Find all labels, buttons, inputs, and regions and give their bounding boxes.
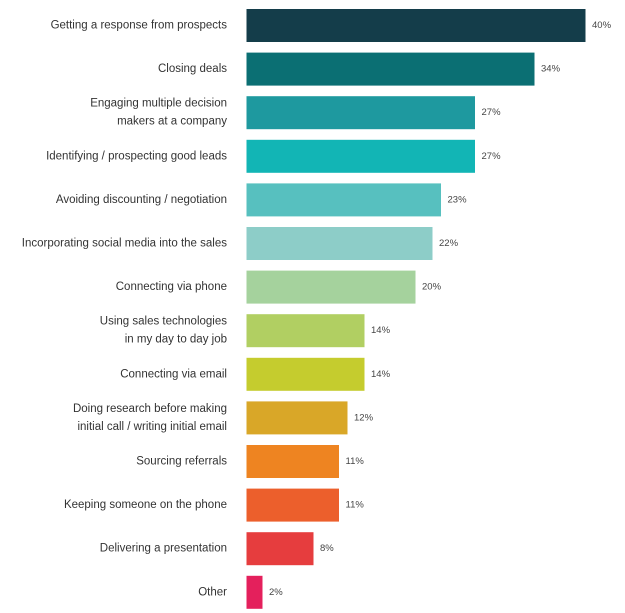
value-label-13: 2%: [269, 587, 283, 598]
category-label-line: Doing research before making: [73, 403, 227, 415]
bar-6: [245, 269, 417, 305]
value-labels-group: 40% 34% 27% 27% 23% 22% 20% 14% 14% 12% 11% 11% 8% 2%: [269, 20, 612, 598]
bar-13: [245, 574, 264, 610]
category-label-13: Other: [198, 586, 227, 598]
bar-5: [245, 226, 434, 261]
category-label-line: Sourcing referrals: [136, 456, 227, 468]
category-label-line: makers at a company: [117, 116, 227, 128]
category-label-line: Delivering a presentation: [100, 543, 227, 555]
value-label-0: 40%: [592, 20, 612, 31]
category-label-12: Delivering a presentation: [100, 543, 227, 555]
category-label-6: Connecting via phone: [116, 281, 227, 293]
category-label-line: Other: [198, 586, 227, 598]
category-label-line: Incorporating social media into the sale…: [22, 238, 227, 250]
category-label-line: Connecting via phone: [116, 281, 227, 293]
category-label-line: Connecting via email: [120, 368, 227, 380]
bar-12: [245, 531, 315, 567]
value-label-7: 14%: [371, 325, 391, 336]
category-label-0: Getting a response from prospects: [51, 20, 228, 32]
bar-0: [245, 8, 587, 43]
category-label-line: Using sales technologies: [100, 316, 227, 328]
category-label-line: Keeping someone on the phone: [64, 499, 227, 511]
bar-2: [245, 95, 476, 131]
category-label-line: in my day to day job: [125, 334, 227, 346]
bars-group: [245, 8, 587, 610]
category-label-2: Engaging multiple decision makers at a co…: [90, 98, 227, 128]
bar-3: [245, 138, 476, 174]
category-label-line: Avoiding discounting / negotiation: [56, 194, 227, 206]
bar-11: [245, 487, 340, 523]
value-label-8: 14%: [371, 369, 391, 380]
category-label-9: Doing research before making initial call…: [73, 403, 227, 433]
category-label-5: Incorporating social media into the sale…: [22, 238, 227, 250]
bar-1: [245, 51, 536, 87]
category-label-7: Using sales technologies in my day to day…: [100, 316, 227, 346]
category-label-line: Identifying / prospecting good leads: [46, 150, 227, 162]
category-label-line: Closing deals: [158, 63, 227, 75]
value-label-5: 22%: [439, 238, 459, 249]
category-labels-group: Getting a response from prospects Closing…: [22, 20, 227, 599]
bar-4: [245, 182, 442, 218]
category-label-line: Getting a response from prospects: [51, 20, 228, 32]
value-label-2: 27%: [482, 107, 502, 118]
value-label-11: 11%: [346, 500, 365, 511]
bar-9: [245, 400, 349, 436]
value-label-12: 8%: [320, 543, 334, 554]
category-label-line: Engaging multiple decision: [90, 98, 227, 110]
category-label-4: Avoiding discounting / negotiation: [56, 194, 227, 206]
category-label-1: Closing deals: [158, 63, 227, 75]
bar-8: [245, 356, 366, 392]
category-label-8: Connecting via email: [120, 368, 227, 380]
bar-10: [245, 444, 340, 479]
category-label-line: initial call / writing initial email: [77, 421, 227, 433]
category-label-10: Sourcing referrals: [136, 456, 227, 468]
value-label-1: 34%: [541, 64, 561, 75]
value-label-9: 12%: [354, 412, 374, 423]
value-label-4: 23%: [448, 194, 468, 205]
category-label-3: Identifying / prospecting good leads: [46, 150, 227, 162]
value-label-10: 11%: [346, 456, 365, 467]
bar-7: [245, 313, 366, 349]
category-label-11: Keeping someone on the phone: [64, 499, 227, 511]
value-label-6: 20%: [422, 282, 442, 293]
value-label-3: 27%: [482, 151, 502, 162]
